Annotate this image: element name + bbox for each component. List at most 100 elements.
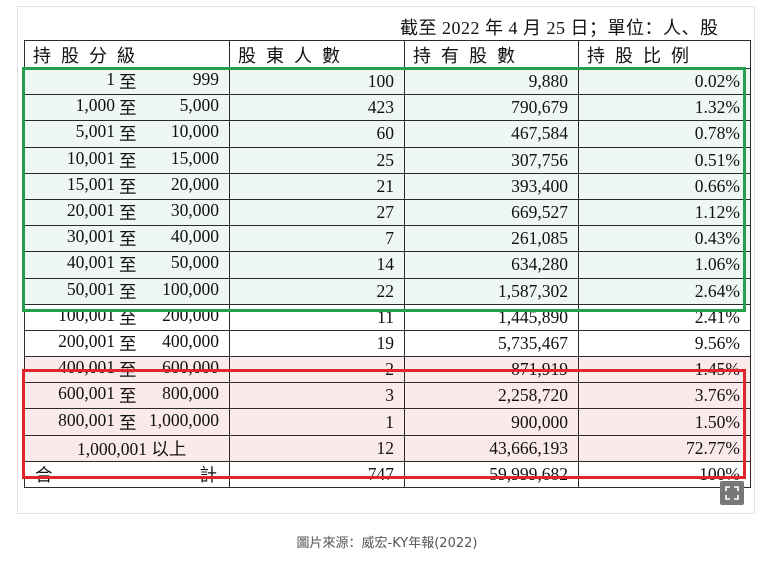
holders-cell: 2 — [229, 356, 405, 384]
tier-upper: 50,000 — [170, 252, 219, 273]
tier-lower: 10,001 — [66, 147, 115, 168]
holders-cell: 3 — [229, 382, 405, 410]
shares-cell: 1,587,302 — [404, 277, 579, 305]
shares-cell: 669,527 — [404, 198, 579, 227]
tier-cell: 600,001 至 800,000 — [24, 382, 230, 410]
total-label-right: 計 — [199, 464, 218, 485]
tier-cell: 10,001 至 15,000 — [24, 146, 230, 174]
tier-upper: 200,000 — [162, 304, 219, 325]
tier-upper: 999 — [192, 69, 219, 90]
table-row: 1,000 至 5,000 423 790,679 1.32% — [24, 94, 751, 122]
tier-cell: 20,001 至 30,000 — [24, 198, 230, 227]
tier-lower: 1,000 — [75, 95, 115, 116]
tier-separator: 至 — [119, 281, 137, 302]
percent-cell: 1.12% — [578, 198, 751, 227]
percent-cell: 0.51% — [578, 146, 751, 174]
tier-upper: 20,000 — [170, 173, 219, 194]
col-header-percent: 持股比例 — [578, 40, 751, 69]
holders-cell: 19 — [229, 329, 405, 358]
tier-cell: 100,001 至 200,000 — [24, 303, 230, 331]
shares-cell: 2,258,720 — [404, 382, 579, 410]
shares-cell: 1,445,890 — [404, 303, 579, 331]
holders-cell: 22 — [229, 277, 405, 305]
percent-cell: 0.66% — [578, 172, 751, 200]
expand-icon[interactable] — [720, 481, 744, 505]
table-row: 50,001 至 100,000 22 1,587,302 2.64% — [24, 277, 751, 305]
table-row: 5,001 至 10,000 60 467,584 0.78% — [24, 120, 751, 148]
tier-cell: 1 至 999 — [24, 67, 230, 96]
holders-cell: 11 — [229, 303, 405, 331]
tier-separator: 至 — [119, 307, 137, 328]
shares-cell: 900,000 — [404, 408, 579, 436]
tier-upper: 15,000 — [170, 147, 219, 168]
shares-cell: 261,085 — [404, 225, 579, 253]
tier-upper: 30,000 — [170, 200, 219, 221]
holders-cell: 21 — [229, 172, 405, 200]
tier-cell: 30,001 至 40,000 — [24, 225, 230, 253]
percent-cell: 0.43% — [578, 225, 751, 253]
tier-cell: 50,001 至 100,000 — [24, 277, 230, 305]
tier-upper: 100,000 — [162, 278, 219, 299]
holders-cell: 100 — [229, 67, 405, 96]
shares-cell: 790,679 — [404, 94, 579, 122]
tier-separator: 至 — [119, 360, 137, 381]
tier-separator: 至 — [119, 150, 137, 171]
holders-cell: 12 — [229, 434, 405, 462]
percent-cell: 72.77% — [578, 434, 751, 462]
table-row: 15,001 至 20,000 21 393,400 0.66% — [24, 172, 751, 200]
table-row: 200,001 至 400,000 19 5,735,467 9.56% — [24, 329, 751, 358]
tier-separator: 至 — [119, 98, 137, 119]
tier-separator: 至 — [119, 412, 137, 433]
shares-cell: 307,756 — [404, 146, 579, 174]
tier-separator: 至 — [119, 255, 137, 276]
total-shares: 59,999,682 — [404, 460, 579, 489]
tier-lower: 5,001 — [75, 121, 115, 142]
table-row: 30,001 至 40,000 7 261,085 0.43% — [24, 225, 751, 253]
shares-cell: 393,400 — [404, 172, 579, 200]
tier-upper: 1,000,000 — [149, 409, 219, 430]
shares-cell: 634,280 — [404, 251, 579, 279]
tier-separator: 至 — [119, 229, 137, 250]
table-row: 10,001 至 15,000 25 307,756 0.51% — [24, 146, 751, 174]
shares-cell: 467,584 — [404, 120, 579, 148]
tier-upper: 5,000 — [179, 95, 219, 116]
shareholding-table: 持股分級 股東人數 持有股數 持股比例 1 至 999 100 9,880 0.02… — [24, 40, 751, 489]
table-row: 100,001 至 200,000 11 1,445,890 2.41% — [24, 303, 751, 331]
tier-cell: 1,000,001 以上 — [24, 434, 230, 462]
tier-lower: 20,001 — [66, 200, 115, 221]
tier-separator: 至 — [119, 124, 137, 145]
table-row: 400,001 至 600,000 2 871,919 1.45% — [24, 356, 751, 384]
table-row: 600,001 至 800,000 3 2,258,720 3.76% — [24, 382, 751, 410]
holders-cell: 60 — [229, 120, 405, 148]
table-row: 1,000,001 以上 12 43,666,193 72.77% — [24, 434, 751, 462]
table-row: 40,001 至 50,000 14 634,280 1.06% — [24, 251, 751, 279]
tier-cell: 800,001 至 1,000,000 — [24, 408, 230, 436]
tier-cell: 400,001 至 600,000 — [24, 356, 230, 384]
holders-cell: 14 — [229, 251, 405, 279]
tier-separator: 至 — [119, 72, 137, 93]
tier-lower: 200,001 — [58, 330, 115, 351]
percent-cell: 0.02% — [578, 67, 751, 96]
tier-upper: 600,000 — [162, 357, 219, 378]
total-row: 合 計 747 59,999,682 100% — [24, 460, 751, 489]
percent-cell: 1.45% — [578, 356, 751, 384]
tier-upper: 800,000 — [162, 383, 219, 404]
percent-cell: 1.50% — [578, 408, 751, 436]
percent-cell: 2.41% — [578, 303, 751, 331]
tier-cell: 5,001 至 10,000 — [24, 120, 230, 148]
holders-cell: 7 — [229, 225, 405, 253]
shares-cell: 5,735,467 — [404, 329, 579, 358]
expand-arrows-icon — [725, 486, 739, 500]
tier-lower: 30,001 — [66, 226, 115, 247]
header-row: 持股分級 股東人數 持有股數 持股比例 — [24, 40, 751, 69]
tier-lower: 100,001 — [58, 304, 115, 325]
percent-cell: 1.06% — [578, 251, 751, 279]
tier-lower: 800,001 — [58, 409, 115, 430]
tier-upper: 10,000 — [170, 121, 219, 142]
total-holders: 747 — [229, 460, 405, 489]
shares-cell: 871,919 — [404, 356, 579, 384]
tier-lower: 1 — [106, 69, 115, 90]
image-caption: 圖片來源：威宏-KY年報(2022) — [296, 536, 478, 551]
table-row: 20,001 至 30,000 27 669,527 1.12% — [24, 198, 751, 227]
tier-lower: 15,001 — [66, 173, 115, 194]
